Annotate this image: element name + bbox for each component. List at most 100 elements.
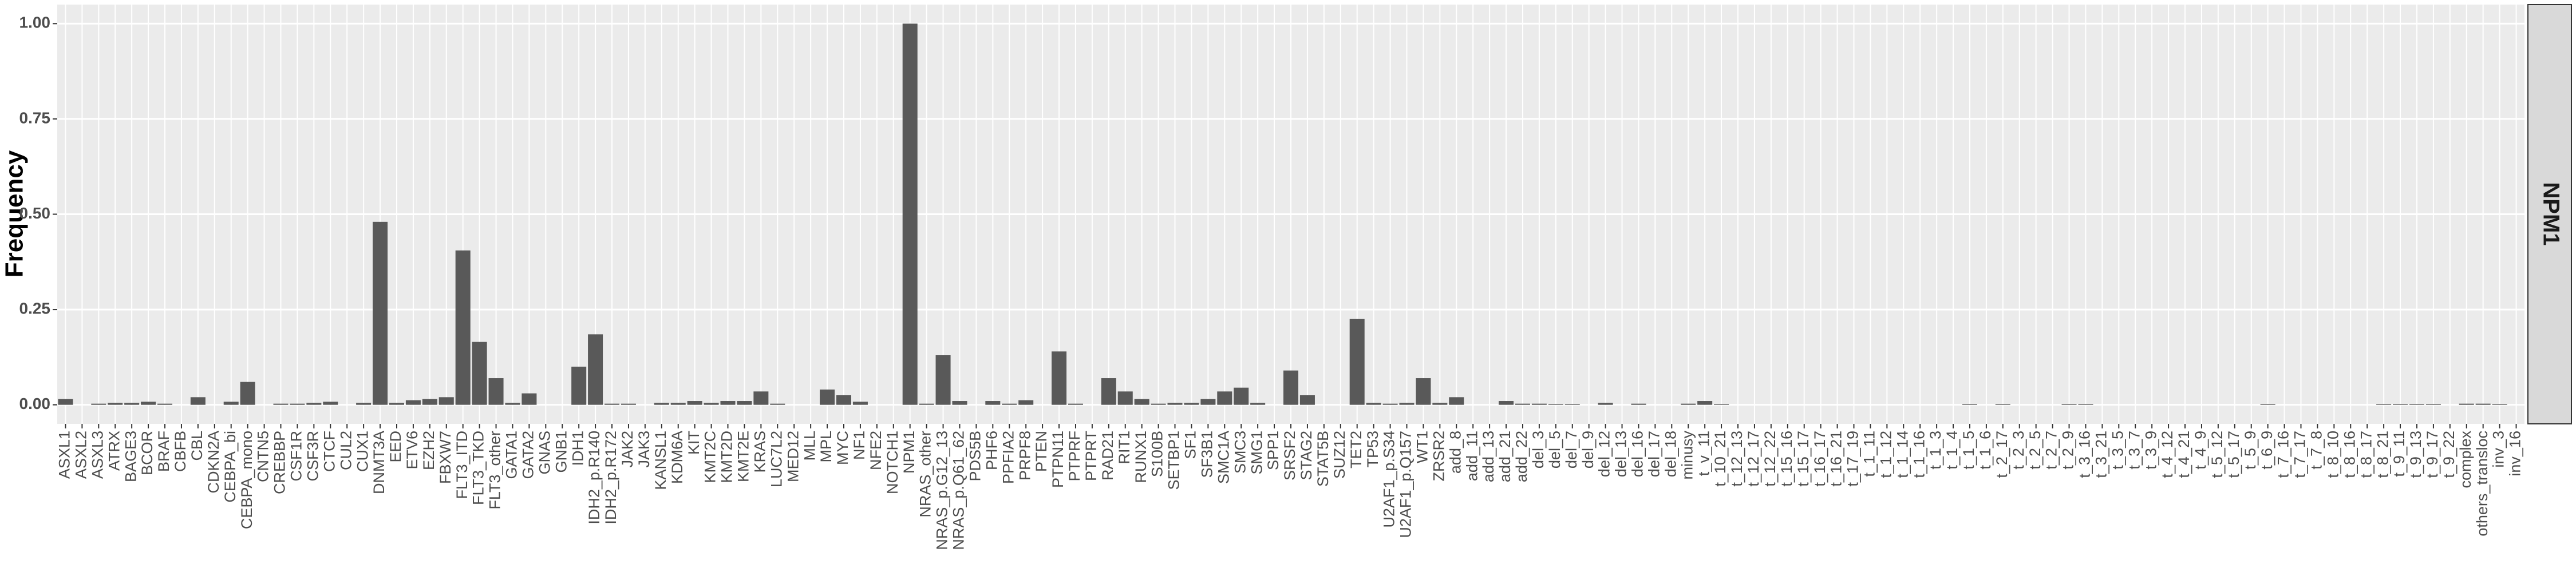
bar xyxy=(290,403,305,405)
x-tick-label: STAG2 xyxy=(1298,431,1315,480)
x-tick-label: NPM1 xyxy=(900,431,918,474)
bar xyxy=(2459,403,2474,405)
x-tick-label: KIT xyxy=(685,431,702,455)
bar xyxy=(687,401,702,405)
bar xyxy=(157,403,173,405)
x-tick-label: U2AF1_p.Q157 xyxy=(1397,431,1415,538)
bar xyxy=(753,391,769,405)
bar xyxy=(1002,403,1017,405)
bar xyxy=(455,250,471,405)
x-tick-label: ASXL3 xyxy=(89,431,106,479)
x-tick-label: t_5_9 xyxy=(2242,431,2259,470)
bar xyxy=(223,402,239,405)
x-tick-label: t_12_22 xyxy=(1761,431,1779,487)
x-tick-label: SF3B1 xyxy=(1198,431,1215,478)
x-tick-label: NRAS_p.G12_13 xyxy=(934,431,951,550)
x-tick-label: t_1_11 xyxy=(1861,431,1878,477)
bar xyxy=(1382,403,1398,405)
x-tick-label: GATA2 xyxy=(520,431,537,479)
bar xyxy=(621,403,636,405)
bar xyxy=(141,402,156,405)
x-tick-label: complex xyxy=(2457,431,2474,488)
x-tick-label: t_1_6 xyxy=(1977,431,1994,470)
bar xyxy=(571,367,587,405)
x-tick-label: CTCF xyxy=(321,431,338,472)
x-tick-label: DNMT3A xyxy=(370,431,388,494)
x-tick-label: KMT2C xyxy=(702,431,719,483)
bar xyxy=(1681,403,1696,405)
bar xyxy=(1250,403,1266,405)
x-tick-label: NRAS_p.Q61_62 xyxy=(950,431,967,550)
x-tick-label: add_13 xyxy=(1480,431,1497,482)
bar xyxy=(1117,391,1133,405)
x-tick-label: PTEN xyxy=(1033,431,1050,472)
x-tick-label: t_9_13 xyxy=(2407,431,2424,478)
x-tick-label: inv_16 xyxy=(2507,431,2524,476)
x-tick-label: t_8_21 xyxy=(2374,431,2391,478)
x-tick-label: FLT3_ITD xyxy=(453,431,471,499)
x-tick-label: t_1_12 xyxy=(1877,431,1894,478)
x-tick-label: others_transloc xyxy=(2474,431,2491,537)
x-tick-label: del_12 xyxy=(1596,431,1613,477)
x-tick-label: STAT5B xyxy=(1314,431,1332,487)
x-tick-label: del_7 xyxy=(1563,431,1580,468)
x-tick-label: t_2_17 xyxy=(1993,431,2010,478)
x-tick-label: KMT2E xyxy=(735,431,752,482)
x-tick-label: SMG1 xyxy=(1248,431,1265,475)
x-tick-label: t_3_16 xyxy=(2076,431,2093,478)
bar xyxy=(1531,403,1547,405)
bar xyxy=(1151,403,1166,405)
x-tick-label: t_1_5 xyxy=(1960,431,1977,470)
x-tick-label: inv_3 xyxy=(2490,431,2507,468)
x-tick-label: del_5 xyxy=(1546,431,1563,468)
x-tick-label: add_8 xyxy=(1447,431,1464,474)
bar xyxy=(1499,401,1514,405)
x-tick-label: t_17_19 xyxy=(1844,431,1862,487)
bar xyxy=(1184,403,1199,405)
x-tick-label: MLL xyxy=(801,431,818,461)
bar xyxy=(1299,395,1315,405)
x-tick-label: SPP1 xyxy=(1265,431,1282,470)
x-tick-label: TET2 xyxy=(1348,431,1365,468)
x-tick-label: PRPF8 xyxy=(1016,431,1033,480)
bar xyxy=(1399,403,1415,405)
x-tick-label: t_1_16 xyxy=(1910,431,1927,478)
x-tick-label: ASXL1 xyxy=(56,431,73,479)
x-tick-label: S100B xyxy=(1149,431,1166,477)
bar xyxy=(1018,400,1034,405)
bar xyxy=(240,382,255,405)
bar xyxy=(1217,391,1232,405)
x-tick-label: t_4_21 xyxy=(2175,431,2192,478)
x-tick-label: LUC7L2 xyxy=(768,431,785,487)
x-tick-label: t_3_9 xyxy=(2142,431,2159,470)
bar xyxy=(720,401,736,405)
bar xyxy=(58,399,73,405)
x-tick-label: del_17 xyxy=(1646,431,1663,477)
bar xyxy=(770,403,785,405)
x-tick-label: PPFIA2 xyxy=(999,431,1017,484)
x-tick-label: JAK2 xyxy=(619,431,636,468)
bar xyxy=(1068,403,1083,405)
x-tick-label: add_22 xyxy=(1513,431,1530,482)
x-tick-label: t_9_22 xyxy=(2440,431,2458,478)
x-tick-label: WT1 xyxy=(1414,431,1431,463)
x-tick-label: t_1_14 xyxy=(1894,431,1911,478)
x-tick-label: KMT2D xyxy=(718,431,736,483)
x-tick-label: RUNX1 xyxy=(1132,431,1149,483)
x-tick-label: SETBP1 xyxy=(1165,431,1183,490)
bar xyxy=(1432,403,1448,405)
x-tick-label: KDM6A xyxy=(669,431,686,484)
x-tick-label: add_11 xyxy=(1463,431,1480,481)
x-tick-label: PTPN11 xyxy=(1049,431,1066,488)
x-tick-label: t_8_10 xyxy=(2324,431,2341,478)
x-tick-label: CSF1R xyxy=(288,431,305,482)
bar xyxy=(2475,403,2491,405)
bar xyxy=(1366,403,1381,405)
bar xyxy=(852,402,868,405)
x-tick-label: PHF6 xyxy=(983,431,1000,470)
bar xyxy=(1349,319,1365,405)
x-tick-label: MPL xyxy=(817,431,835,463)
bar xyxy=(1598,403,1613,405)
